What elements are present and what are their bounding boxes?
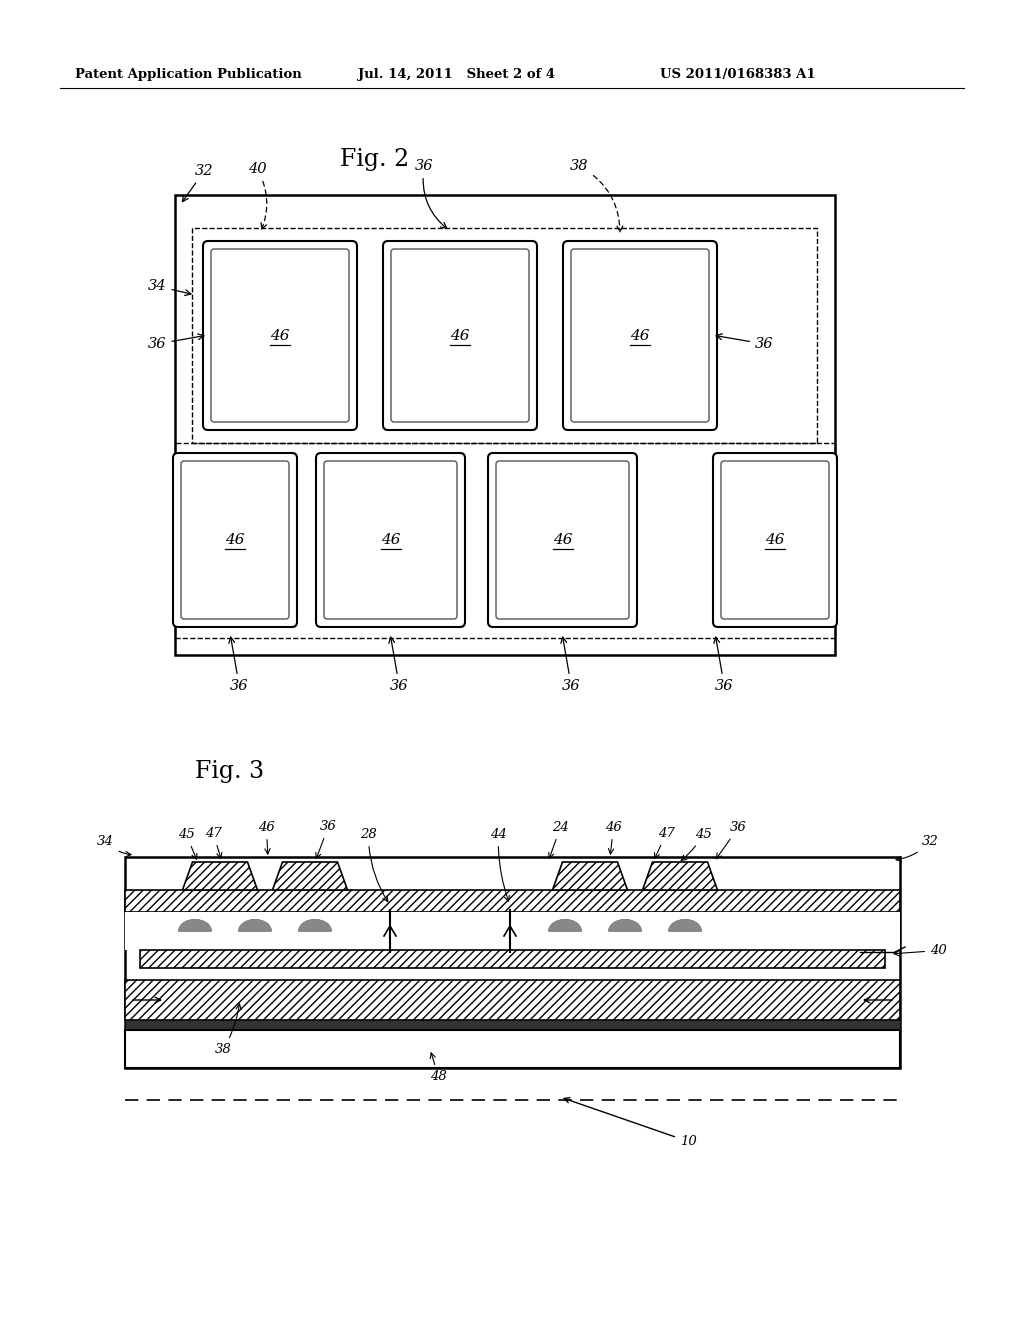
Text: 32: 32 — [896, 836, 939, 862]
Text: 36: 36 — [415, 158, 446, 228]
PathPatch shape — [182, 862, 257, 890]
Bar — [125, 1020, 900, 1030]
Text: Jul. 14, 2011   Sheet 2 of 4: Jul. 14, 2011 Sheet 2 of 4 — [358, 69, 555, 81]
Bar — [140, 950, 885, 968]
Text: 46: 46 — [765, 533, 784, 546]
Bar — [125, 857, 900, 1068]
Text: 36: 36 — [315, 820, 337, 858]
FancyBboxPatch shape — [203, 242, 357, 430]
Bar — [175, 444, 835, 638]
Bar — [125, 979, 900, 1020]
FancyBboxPatch shape — [211, 249, 349, 422]
Text: 36: 36 — [717, 821, 746, 859]
Text: 34: 34 — [97, 836, 131, 857]
Polygon shape — [239, 920, 271, 931]
Polygon shape — [669, 920, 701, 931]
FancyBboxPatch shape — [496, 461, 629, 619]
FancyBboxPatch shape — [713, 453, 837, 627]
Bar — [193, 228, 817, 444]
Bar — [125, 979, 900, 1020]
Text: 24: 24 — [549, 821, 568, 858]
Text: 38: 38 — [215, 1005, 242, 1056]
Text: 44: 44 — [490, 828, 509, 902]
Polygon shape — [549, 920, 581, 931]
FancyBboxPatch shape — [316, 453, 465, 627]
Text: 34: 34 — [148, 279, 190, 296]
Text: 48: 48 — [430, 1053, 446, 1082]
Text: 46: 46 — [451, 329, 470, 342]
PathPatch shape — [272, 862, 347, 890]
FancyBboxPatch shape — [488, 453, 637, 627]
Text: 46: 46 — [381, 533, 400, 546]
Text: 36: 36 — [148, 334, 204, 351]
Bar — [125, 1030, 900, 1068]
PathPatch shape — [642, 862, 718, 890]
Bar — [125, 912, 900, 950]
FancyBboxPatch shape — [173, 453, 297, 627]
Text: 46: 46 — [605, 821, 622, 854]
PathPatch shape — [553, 862, 628, 890]
Text: 36: 36 — [228, 638, 249, 693]
FancyBboxPatch shape — [181, 461, 289, 619]
Text: 40: 40 — [248, 162, 267, 230]
Text: 46: 46 — [270, 329, 290, 342]
Text: 46: 46 — [630, 329, 650, 342]
Text: Fig. 2: Fig. 2 — [340, 148, 410, 172]
Text: Patent Application Publication: Patent Application Publication — [75, 69, 302, 81]
Bar — [125, 890, 900, 912]
Text: 36: 36 — [714, 638, 733, 693]
Bar — [175, 195, 835, 655]
Text: Fig. 3: Fig. 3 — [195, 760, 264, 783]
Text: 38: 38 — [570, 158, 623, 232]
FancyBboxPatch shape — [571, 249, 709, 422]
Text: 36: 36 — [561, 638, 581, 693]
Text: 47: 47 — [205, 828, 222, 858]
Text: 45: 45 — [178, 828, 197, 859]
Text: 28: 28 — [360, 828, 388, 902]
Text: 47: 47 — [654, 828, 675, 858]
Text: 40: 40 — [894, 944, 947, 957]
FancyBboxPatch shape — [563, 242, 717, 430]
Text: 32: 32 — [182, 164, 213, 202]
FancyBboxPatch shape — [391, 249, 529, 422]
Text: US 2011/0168383 A1: US 2011/0168383 A1 — [660, 69, 816, 81]
Text: 45: 45 — [681, 828, 712, 861]
FancyBboxPatch shape — [383, 242, 537, 430]
Text: 46: 46 — [258, 821, 274, 854]
Bar — [125, 890, 900, 912]
Bar — [140, 950, 885, 968]
Polygon shape — [299, 920, 331, 931]
Text: 36: 36 — [716, 334, 773, 351]
Polygon shape — [609, 920, 641, 931]
Polygon shape — [179, 920, 211, 931]
Text: 46: 46 — [225, 533, 245, 546]
FancyBboxPatch shape — [324, 461, 457, 619]
Text: 10: 10 — [564, 1098, 696, 1148]
Text: 46: 46 — [553, 533, 572, 546]
FancyBboxPatch shape — [721, 461, 829, 619]
Text: 36: 36 — [389, 638, 409, 693]
